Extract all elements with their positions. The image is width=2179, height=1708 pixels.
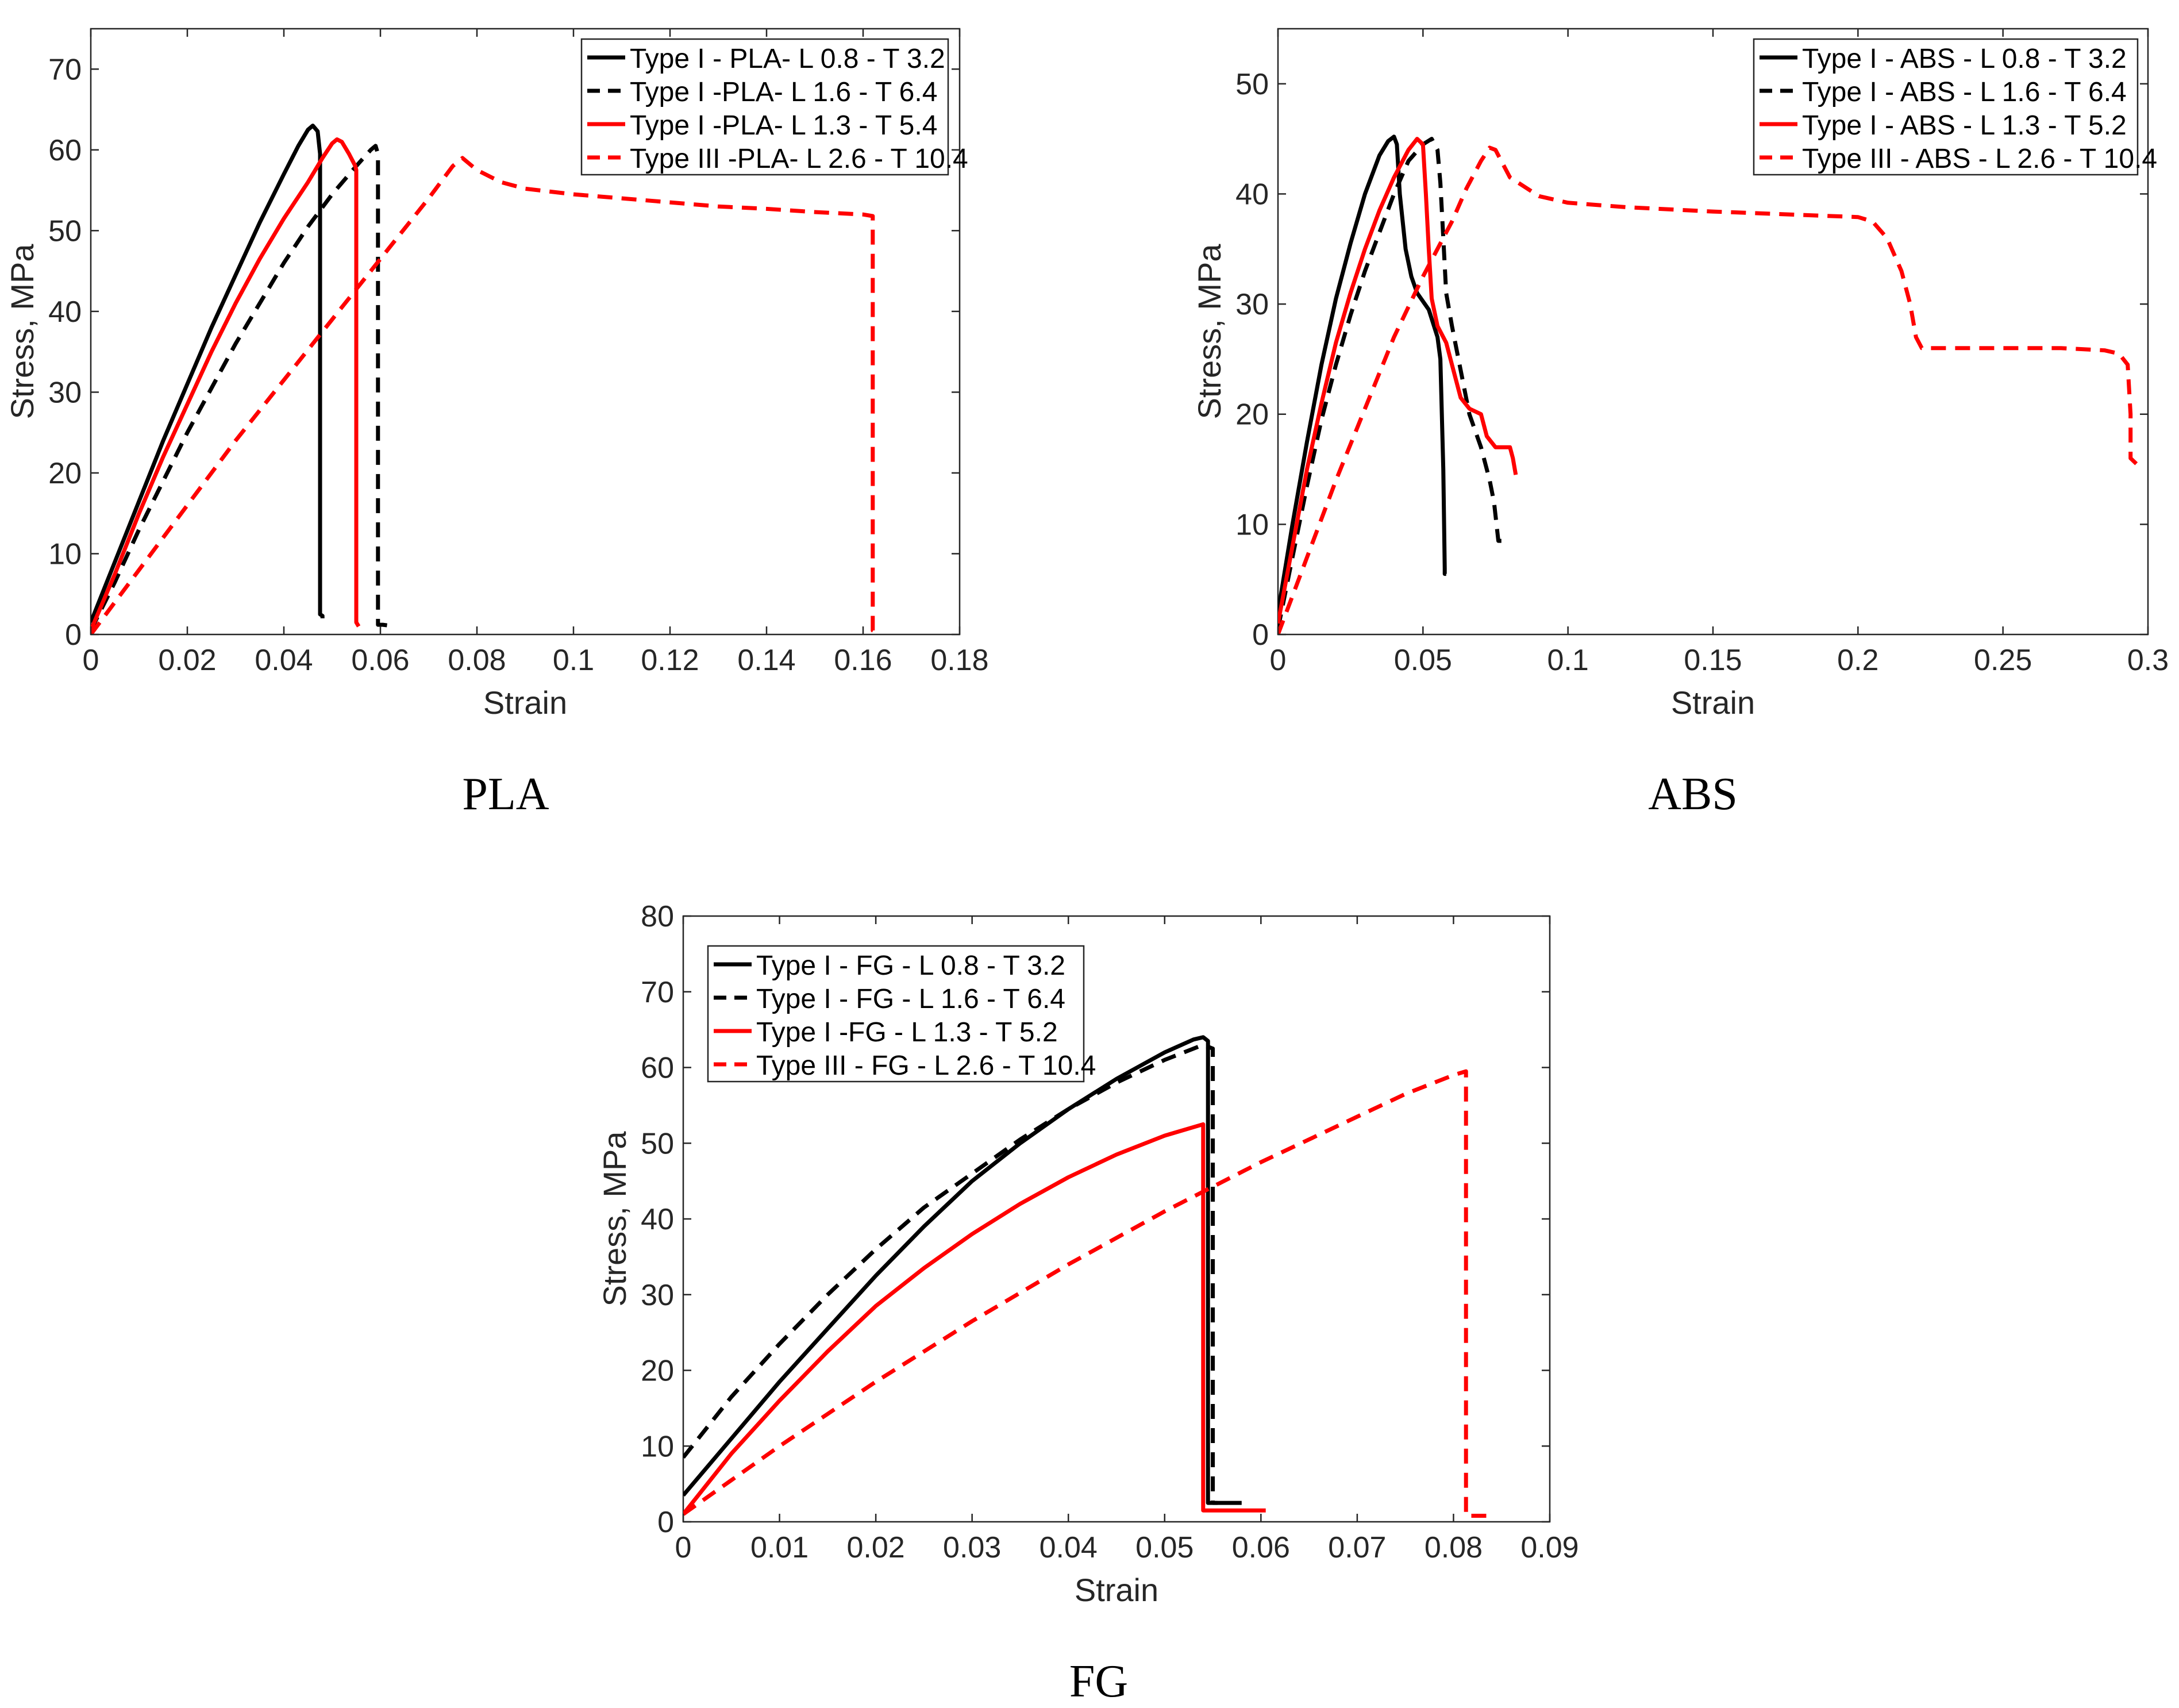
- legend-entry-3: Type I - ABS - L 1.3 - T 5.2: [1802, 110, 2127, 141]
- series-line-4: [1278, 145, 2138, 634]
- y-tick-label: 0: [65, 618, 82, 652]
- legend-entry-4: Type III - FG - L 2.6 - T 10.4: [756, 1051, 1096, 1081]
- legend-entry-3: Type I -PLA- L 1.3 - T 5.4: [630, 110, 937, 141]
- legend-entry-2: Type I - ABS - L 1.6 - T 6.4: [1802, 77, 2127, 107]
- y-tick-label: 60: [641, 1052, 674, 1085]
- series-lines: [683, 1035, 1488, 1518]
- y-tick-label: 40: [48, 295, 82, 329]
- x-axis-label: Strain: [483, 684, 567, 721]
- series-line-3: [91, 137, 361, 632]
- y-tick-label: 10: [1235, 508, 1269, 541]
- legend-entry-4: Type III - ABS - L 2.6 - T 10.4: [1802, 144, 2157, 174]
- chart-panel-pla: 0 0.02 0.04 0.06 0.08 0.1 0.12 0.14 0.16 0.18 0 10 2…: [4, 28, 989, 721]
- x-tick-label: 0.15: [1684, 644, 1742, 677]
- series-lines: [1278, 134, 2138, 634]
- legend-entry-1: Type I - FG - L 0.8 - T 3.2: [756, 951, 1065, 981]
- series-line-4: [91, 156, 879, 634]
- y-tick-label: 20: [1235, 398, 1269, 432]
- x-tick-label: 0.04: [255, 644, 313, 677]
- x-axis-label: Strain: [1671, 684, 1755, 721]
- y-tick-label: 20: [641, 1355, 674, 1388]
- y-tick-label: 40: [641, 1203, 674, 1236]
- x-tick-label: 0.08: [1425, 1531, 1483, 1564]
- x-tick-label: 0.1: [1547, 644, 1589, 677]
- panel-caption-pla: PLA: [462, 769, 549, 820]
- y-tick-label: 50: [641, 1127, 674, 1160]
- series-line-3: [1278, 137, 1518, 624]
- x-tick-label: 0.04: [1040, 1531, 1098, 1564]
- x-tick-label: 0.2: [1837, 644, 1878, 677]
- y-tick-label: 40: [1235, 178, 1269, 211]
- x-tick-label: 0.01: [750, 1531, 809, 1564]
- series-line-1: [683, 1035, 1242, 1505]
- y-tick-label: 50: [1235, 68, 1269, 101]
- series-line-3: [683, 1122, 1266, 1515]
- y-tick-label: 0: [1252, 618, 1269, 652]
- y-axis-label: Stress, MPa: [596, 1131, 633, 1307]
- legend-entry-1: Type I - PLA- L 0.8 - T 3.2: [630, 44, 945, 74]
- x-tick-label: 0.3: [2127, 644, 2169, 677]
- y-tick-label: 70: [48, 53, 82, 86]
- legend-entry-4: Type III -PLA- L 2.6 - T 10.4: [630, 144, 968, 174]
- series-lines: [91, 124, 879, 634]
- legend-entry-2: Type I - FG - L 1.6 - T 6.4: [756, 984, 1065, 1014]
- y-tick-label: 30: [641, 1279, 674, 1312]
- y-tick-label: 30: [1235, 288, 1269, 321]
- legend-entry-2: Type I -PLA- L 1.6 - T 6.4: [630, 77, 937, 107]
- y-axis-label: Stress, MPa: [4, 244, 40, 420]
- series-line-2: [91, 144, 395, 632]
- legend-entry-1: Type I - ABS - L 0.8 - T 3.2: [1802, 44, 2127, 74]
- y-tick-label: 10: [48, 537, 82, 571]
- legend-box: [580, 38, 949, 176]
- x-tick-label: 0.02: [847, 1531, 905, 1564]
- panel-caption-fg: FG: [1069, 1656, 1128, 1707]
- panel-caption-abs: ABS: [1648, 769, 1738, 820]
- x-axis-label: Strain: [1075, 1572, 1158, 1608]
- x-tick-label: 0.06: [351, 644, 409, 677]
- x-tick-label: 0: [675, 1531, 692, 1564]
- legend-box: [707, 945, 1085, 1083]
- chart-panel-fg: 0 0.01 0.02 0.03 0.04 0.05 0.06 0.07 0.08 0.09 0 10…: [596, 900, 1579, 1608]
- x-tick-label: 0.25: [1974, 644, 2032, 677]
- x-tick-label: 0.07: [1328, 1531, 1386, 1564]
- x-tick-label: 0: [83, 644, 99, 677]
- x-tick-label: 0: [1270, 644, 1287, 677]
- legend-entry-3: Type I -FG - L 1.3 - T 5.2: [756, 1017, 1058, 1048]
- x-tick-label: 0.08: [448, 644, 506, 677]
- x-tick-label: 0.1: [553, 644, 594, 677]
- y-tick-label: 30: [48, 376, 82, 409]
- y-tick-label: 70: [641, 976, 674, 1009]
- y-tick-label: 0: [657, 1506, 674, 1539]
- y-tick-label: 80: [641, 900, 674, 933]
- x-tick-label: 0.05: [1394, 644, 1452, 677]
- series-line-4: [683, 1069, 1488, 1518]
- y-tick-label: 60: [48, 134, 82, 167]
- y-axis-label: Stress, MPa: [1191, 244, 1227, 420]
- x-tick-label: 0.06: [1232, 1531, 1290, 1564]
- x-tick-label: 0.05: [1135, 1531, 1194, 1564]
- series-line-1: [91, 124, 325, 624]
- y-tick-label: 10: [641, 1430, 674, 1463]
- series-line-2: [683, 1043, 1218, 1505]
- y-tick-label: 50: [48, 214, 82, 248]
- x-tick-label: 0.09: [1520, 1531, 1579, 1564]
- chart-panel-abs: 0 0.05 0.1 0.15 0.2 0.25 0.3 0 10 20 30 40 50 Strain S…: [1191, 28, 2169, 721]
- x-tick-label: 0.02: [158, 644, 216, 677]
- x-tick-label: 0.18: [930, 644, 988, 677]
- x-tick-label: 0.03: [943, 1531, 1001, 1564]
- x-tick-label: 0.12: [641, 644, 699, 677]
- y-tick-label: 20: [48, 457, 82, 490]
- x-tick-label: 0.16: [834, 644, 892, 677]
- x-tick-label: 0.14: [737, 644, 795, 677]
- legend-box: [1753, 38, 2139, 176]
